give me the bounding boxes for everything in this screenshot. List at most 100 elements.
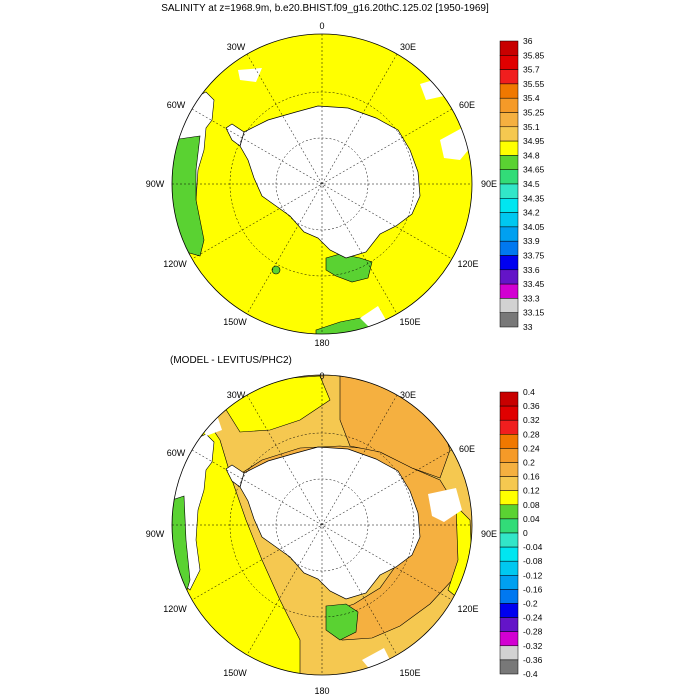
bottom-graticule (172, 375, 472, 675)
top-colorbar-label: 33.3 (523, 293, 540, 303)
top-colorbar-swatch (499, 226, 519, 242)
bottom-colorbar-label: 0.4 (523, 387, 535, 397)
bottom-colorbar: 0.4 0.36 0.32 0.28 0.24 0.2 0.16 0.12 0.08 0.04 0 -… (499, 387, 543, 679)
top-colorbar-label: 35.7 (523, 65, 540, 75)
top-colorbar-swatch (499, 240, 519, 256)
top-lon-150e: 150E (399, 317, 420, 327)
bottom-colorbar-label: -0.16 (523, 584, 543, 594)
top-colorbar-label: 33 (523, 322, 533, 332)
top-colorbar-swatch (499, 69, 519, 85)
top-colorbar-label: 33.15 (523, 308, 545, 318)
bottom-colorbar-label: -0.08 (523, 556, 543, 566)
bottom-colorbar-label: 0 (523, 528, 528, 538)
top-green-patch (271, 265, 281, 275)
bottom-lon-30e: 30E (400, 390, 416, 400)
bottom-lon-30w: 30W (227, 390, 246, 400)
top-lon-0: 0 (319, 21, 324, 31)
bottom-colorbar-label: -0.04 (523, 542, 543, 552)
top-white-patch-ne (440, 128, 470, 160)
top-colorbar: 36 35.85 35.7 35.55 35.4 35.25 35.1 34.95 34.8 34… (499, 36, 545, 332)
bottom-colorbar-label: 0.12 (523, 486, 540, 496)
top-lon-120w: 120W (163, 259, 187, 269)
bottom-white-patch-ne (428, 488, 462, 522)
top-colorbar-swatch (499, 112, 519, 128)
top-colorbar-swatch (499, 255, 519, 271)
bottom-colorbar-swatch (499, 462, 519, 477)
bottom-colorbar-label: -0.4 (523, 669, 538, 679)
bottom-lon-120e: 120E (457, 604, 478, 614)
top-map-border (171, 33, 473, 335)
bottom-colorbar-label: -0.32 (523, 641, 543, 651)
top-colorbar-label: 34.05 (523, 222, 545, 232)
top-colorbar-label: 36 (523, 36, 533, 46)
top-lon-150w: 150W (223, 317, 247, 327)
bottom-colorbar-label: -0.28 (523, 627, 543, 637)
top-white-patch-n (238, 68, 262, 82)
top-colorbar-label: 35.55 (523, 79, 545, 89)
top-lon-60w: 60W (167, 100, 186, 110)
bottom-lon-120w: 120W (163, 604, 187, 614)
bottom-lon-90e: 90E (481, 529, 497, 539)
top-lon-120e: 120E (457, 259, 478, 269)
top-colorbar-label: 34.2 (523, 208, 540, 218)
bottom-colorbar-label: -0.24 (523, 613, 543, 623)
bottom-green-region-ross (325, 603, 359, 641)
bottom-colorbar-swatch (499, 603, 519, 618)
bottom-colorbar-swatch (499, 532, 519, 548)
top-graticule (172, 34, 472, 334)
bottom-polar-map (171, 374, 473, 676)
bottom-colorbar-swatch (499, 617, 519, 632)
bottom-map-title: (MODEL - LEVITUS/PHC2) (170, 355, 292, 366)
top-colorbar-label: 34.65 (523, 165, 545, 175)
top-green-region-west (172, 135, 205, 257)
top-colorbar-label: 33.9 (523, 236, 540, 246)
top-colorbar-swatch (499, 155, 519, 170)
top-colorbar-label: 35.1 (523, 122, 540, 132)
bottom-colorbar-swatch (499, 391, 519, 407)
bottom-lon-0: 0 (319, 371, 324, 381)
top-colorbar-swatch (499, 126, 519, 142)
bottom-lon-150e: 150E (399, 668, 420, 678)
bottom-colorbar-label: 0.24 (523, 443, 540, 453)
bottom-lon-60w: 60W (167, 448, 186, 458)
top-lon-90e: 90E (481, 179, 497, 189)
top-colorbar-swatch (499, 83, 519, 99)
bottom-colorbar-label: 0.32 (523, 415, 540, 425)
top-colorbar-label: 33.6 (523, 265, 540, 275)
bottom-colorbar-swatch (499, 448, 519, 463)
top-lon-60e: 60E (459, 100, 475, 110)
top-colorbar-label: 34.8 (523, 150, 540, 160)
top-colorbar-label: 34.95 (523, 136, 545, 146)
top-colorbar-label: 33.75 (523, 251, 545, 261)
bottom-colorbar-label: 0.2 (523, 458, 535, 468)
bottom-colorbar-swatch (499, 419, 519, 435)
bottom-colorbar-label: 0.28 (523, 429, 540, 439)
top-colorbar-swatch (499, 183, 519, 199)
top-colorbar-swatch (499, 140, 519, 156)
bottom-lon-180: 180 (314, 686, 329, 696)
bottom-colorbar-label: 0.08 (523, 500, 540, 510)
top-colorbar-swatch (499, 212, 519, 228)
bottom-lon-60e: 60E (459, 444, 475, 454)
top-colorbar-swatch (499, 298, 519, 313)
top-colorbar-label: 35.85 (523, 50, 545, 60)
bottom-antarctica-land (239, 446, 421, 600)
bottom-lon-90w: 90W (146, 529, 165, 539)
bottom-colorbar-label: 0.16 (523, 472, 540, 482)
top-colorbar-label: 34.35 (523, 193, 545, 203)
bottom-lon-150w: 150W (223, 668, 247, 678)
top-polar-map (171, 33, 473, 335)
top-lon-90w: 90W (146, 179, 165, 189)
top-antarctica-land (239, 105, 421, 259)
top-colorbar-swatch (499, 312, 519, 328)
bottom-antarctic-peninsula (225, 464, 245, 488)
top-colorbar-swatch (499, 283, 519, 299)
top-lon-180: 180 (314, 338, 329, 348)
bottom-colorbar-swatch (499, 504, 519, 520)
top-colorbar-swatch (499, 198, 519, 213)
top-colorbar-label: 33.45 (523, 279, 545, 289)
bottom-colorbar-swatch (499, 518, 519, 534)
bottom-colorbar-label: -0.2 (523, 599, 538, 609)
top-antarctic-peninsula (225, 123, 245, 147)
bottom-colorbar-label: -0.36 (523, 655, 543, 665)
